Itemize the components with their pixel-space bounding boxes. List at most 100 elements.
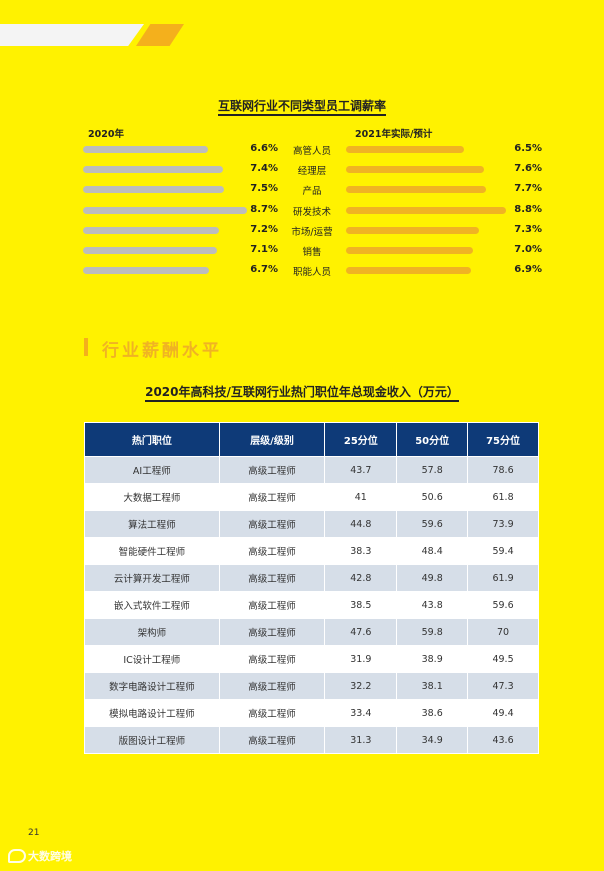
value-label-2021: 6.5% [514, 143, 542, 154]
cell-p75: 47.3 [467, 672, 539, 700]
section-title: 行业薪酬水平 [102, 341, 222, 361]
bar-2021 [346, 206, 506, 214]
table-row: 云计算开发工程师 高级工程师 42.8 49.8 61.9 [84, 564, 539, 592]
cell-p75: 49.4 [467, 699, 539, 727]
value-label-2021: 6.9% [514, 264, 542, 276]
bar-row: 7.2% 市场/运营 7.3% [0, 224, 604, 238]
table-row: 版图设计工程师 高级工程师 31.3 34.9 43.6 [84, 726, 539, 754]
bar-row: 7.1% 销售 7.0% [0, 244, 604, 258]
cell-p75: 43.6 [467, 726, 539, 754]
cell-p75: 49.5 [467, 645, 539, 673]
header-position: 热门职位 [84, 422, 220, 457]
bar-2020 [83, 206, 248, 214]
cell-p75: 59.6 [467, 591, 539, 619]
cell-p50: 59.6 [396, 510, 469, 538]
value-label-2020: 7.4% [250, 163, 278, 175]
series-label-2021: 2021年实际/预计 [355, 129, 433, 140]
cell-p25: 38.5 [324, 591, 398, 619]
cell-level: 高级工程师 [218, 672, 326, 700]
bar-row: 6.7% 职能人员 6.9% [0, 264, 604, 278]
cell-position: 数字电路设计工程师 [84, 672, 220, 700]
cell-position: AI工程师 [84, 456, 220, 484]
category-label: 销售 [302, 247, 322, 258]
bar-row: 7.4% 经理层 7.6% [0, 163, 604, 177]
watermark-logo-icon [8, 849, 26, 863]
salary-table: 热门职位 层级/级别 25分位 50分位 75分位 AI工程师 高级工程师 43.7… [84, 422, 539, 754]
value-label-2020: 6.6% [250, 143, 278, 154]
bar-2020 [83, 146, 208, 153]
cell-p25: 41 [324, 483, 398, 511]
cell-level: 高级工程师 [218, 726, 326, 754]
cell-position: 大数据工程师 [84, 483, 220, 511]
table-row: 嵌入式软件工程师 高级工程师 38.5 43.8 59.6 [84, 591, 539, 619]
bar-row: 7.5% 产品 7.7% [0, 183, 604, 197]
section-marker [84, 338, 88, 356]
cell-level: 高级工程师 [218, 537, 326, 565]
cell-p50: 59.8 [396, 618, 469, 646]
table-row: AI工程师 高级工程师 43.7 57.8 78.6 [84, 456, 539, 484]
cell-p50: 38.1 [396, 672, 469, 700]
cell-level: 高级工程师 [218, 618, 326, 646]
cell-p50: 38.6 [396, 699, 469, 727]
table-row: 数字电路设计工程师 高级工程师 32.2 38.1 47.3 [84, 672, 539, 700]
category-label: 经理层 [297, 166, 327, 178]
cell-p25: 42.8 [324, 564, 398, 592]
bar-2020 [83, 186, 225, 194]
table-title: 2020年高科技/互联网行业热门职位年总现金收入（万元） [0, 383, 604, 402]
value-label-2020: 7.2% [250, 223, 278, 235]
cell-p50: 48.4 [396, 537, 469, 565]
bar-2021 [346, 166, 485, 174]
value-label-2020: 6.7% [250, 264, 278, 276]
table-body: AI工程师 高级工程师 43.7 57.8 78.6 大数据工程师 高级工程师 41 50.6 6… [84, 456, 539, 754]
value-label-2021: 7.7% [514, 183, 542, 195]
bar-2021 [346, 247, 474, 254]
header-p50: 50分位 [396, 422, 469, 457]
header-accent [136, 24, 184, 46]
cell-p75: 78.6 [467, 456, 539, 484]
cell-position: 版图设计工程师 [84, 726, 220, 754]
cell-p75: 59.4 [467, 537, 539, 565]
cell-p25: 33.4 [324, 699, 398, 727]
cell-p75: 70 [467, 618, 539, 646]
value-label-2020: 7.5% [250, 183, 278, 195]
cell-p25: 31.3 [324, 726, 398, 754]
cell-p50: 57.8 [396, 456, 469, 484]
header-p75: 75分位 [467, 422, 539, 457]
cell-position: 智能硬件工程师 [84, 537, 220, 565]
cell-p50: 34.9 [396, 726, 469, 754]
table-row: 模拟电路设计工程师 高级工程师 33.4 38.6 49.4 [84, 699, 539, 727]
table-row: 算法工程师 高级工程师 44.8 59.6 73.9 [84, 510, 539, 538]
cell-p25: 38.3 [324, 537, 398, 565]
bar-2020 [83, 267, 210, 275]
cell-p50: 49.8 [396, 564, 469, 592]
value-label-2020: 8.7% [250, 203, 278, 215]
value-label-2021: 7.0% [514, 244, 542, 255]
cell-p25: 44.8 [324, 510, 398, 538]
category-label: 高管人员 [292, 146, 331, 157]
table-row: 大数据工程师 高级工程师 41 50.6 61.8 [84, 483, 539, 511]
cell-level: 高级工程师 [218, 591, 326, 619]
header-p25: 25分位 [324, 422, 398, 457]
category-label: 研发技术 [292, 206, 331, 218]
value-label-2021: 8.8% [514, 203, 542, 215]
cell-position: 云计算开发工程师 [84, 564, 220, 592]
table-row: 架构师 高级工程师 47.6 59.8 70 [84, 618, 539, 646]
chart-title: 互联网行业不同类型员工调薪率 [0, 97, 604, 116]
table-row: 智能硬件工程师 高级工程师 38.3 48.4 59.4 [84, 537, 539, 565]
cell-p25: 43.7 [324, 456, 398, 484]
bar-2021 [346, 226, 479, 234]
category-label: 职能人员 [292, 267, 331, 279]
cell-p25: 47.6 [324, 618, 398, 646]
value-label-2021: 7.6% [514, 163, 542, 175]
value-label-2020: 7.1% [250, 244, 278, 255]
bar-2021 [346, 267, 472, 275]
watermark: 大数跨境 [8, 848, 72, 864]
cell-level: 高级工程师 [218, 510, 326, 538]
bar-row: 8.7% 研发技术 8.8% [0, 204, 604, 218]
cell-p25: 32.2 [324, 672, 398, 700]
value-label-2021: 7.3% [514, 223, 542, 235]
bar-2021 [346, 186, 486, 194]
cell-position: 架构师 [84, 618, 220, 646]
cell-p25: 31.9 [324, 645, 398, 673]
bar-row: 6.6% 高管人员 6.5% [0, 143, 604, 157]
